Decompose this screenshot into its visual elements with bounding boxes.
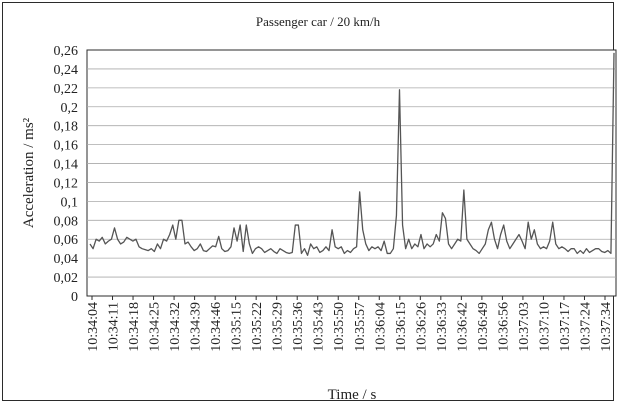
x-tick-label: 10:37:34 (599, 302, 614, 352)
x-tick-label: 10:35:29 (271, 302, 286, 352)
x-tick-label: 10:37:10 (537, 302, 552, 352)
y-tick-label: 0,14 (54, 158, 79, 173)
x-tick-label: 10:34:32 (168, 302, 183, 352)
y-tick-label: 0,08 (54, 214, 79, 229)
x-tick-label: 10:36:15 (394, 302, 409, 352)
x-tick-label: 10:37:17 (558, 302, 573, 352)
x-tick-label: 10:36:49 (476, 302, 491, 352)
x-tick-label: 10:35:43 (312, 302, 327, 352)
x-tick-label: 10:36:33 (435, 302, 450, 352)
y-tick-label: 0 (71, 290, 78, 305)
gridlines (87, 68, 616, 278)
y-tick-label: 0,22 (54, 82, 79, 97)
plot-area (86, 49, 617, 297)
x-tick-label: 10:37:03 (517, 302, 532, 352)
x-axis-ticks: 10:34:04 10:34:11 10:34:18 10:34:25 10:34:32… (86, 296, 614, 352)
x-tick-label: 10:35:50 (332, 302, 347, 352)
series-group (89, 52, 615, 256)
y-axis-ticks: 0 0,02 0,04 0,06 0,08 0,1 0,12 0,14 0,16 0,18 0,2 0… (54, 44, 79, 305)
y-tick-label: 0,12 (54, 176, 79, 191)
y-tick-label: 0,24 (54, 63, 79, 78)
y-tick-label: 0,04 (54, 252, 79, 267)
series-line-0 (89, 52, 615, 256)
y-axis-label: Acceleration / ms² (21, 117, 37, 228)
x-tick-label: 10:36:56 (496, 302, 511, 352)
y-tick-label: 0,16 (54, 139, 79, 154)
x-tick-label: 10:34:04 (86, 302, 101, 352)
x-tick-label: 10:37:24 (578, 302, 593, 352)
y-tick-label: 0,1 (61, 195, 79, 210)
x-tick-label: 10:36:26 (414, 302, 429, 352)
x-tick-label: 10:35:22 (250, 302, 265, 352)
x-tick-label: 10:34:25 (148, 302, 163, 352)
x-tick-label: 10:35:36 (291, 302, 306, 352)
y-tick-label: 0,06 (54, 233, 79, 248)
y-tick-label: 0,2 (61, 101, 79, 116)
x-tick-label: 10:34:39 (189, 302, 204, 352)
x-axis-label: Time / s (328, 387, 377, 403)
x-tick-label: 10:36:42 (455, 302, 470, 352)
y-tick-label: 0,02 (54, 271, 79, 286)
x-tick-label: 10:34:46 (209, 302, 224, 352)
x-tick-label: 10:34:11 (107, 302, 122, 351)
x-tick-label: 10:35:15 (230, 302, 245, 352)
y-tick-label: 0,26 (54, 44, 79, 59)
chart-title: Passenger car / 20 km/h (256, 14, 381, 29)
x-tick-label: 10:35:57 (353, 302, 368, 352)
x-tick-label: 10:34:18 (127, 302, 142, 352)
y-tick-label: 0,18 (54, 120, 79, 135)
x-tick-label: 10:36:04 (373, 302, 388, 352)
